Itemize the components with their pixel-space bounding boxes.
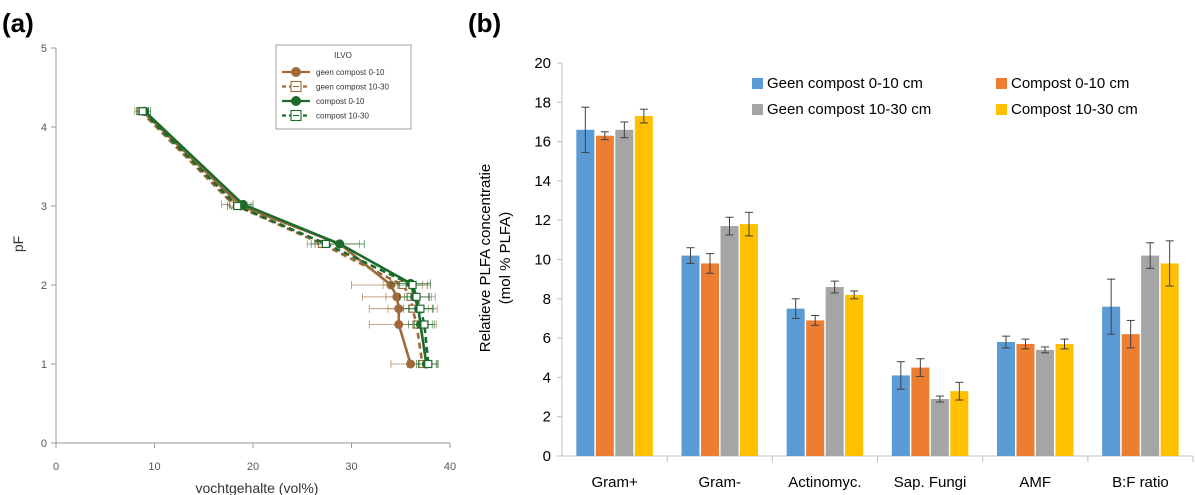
chart-b-bar [845, 294, 864, 456]
chart-b-bar [806, 320, 825, 456]
chart-a-point [321, 239, 330, 249]
chart-b-bar [786, 308, 805, 456]
chart-b-bars [576, 106, 1179, 457]
chart-a-legend-label: geen compost 10-30 [316, 83, 389, 92]
chart-b-y-tick-label: 10 [534, 252, 551, 269]
chart-b-ylabel: Relatieve PLFA concentratie (mol % PLFA) [477, 164, 514, 352]
chart-b-bar [997, 342, 1015, 456]
chart-a-series-2 [138, 106, 437, 369]
chart-a-series [134, 106, 439, 369]
chart-b-bar [825, 287, 844, 456]
chart-b-legend-label: Compost 0-10 cm [1011, 75, 1129, 92]
chart-a-point [424, 359, 433, 369]
chart-b-legend-swatch [996, 104, 1007, 115]
chart-b-y-tick-label: 20 [534, 55, 551, 72]
chart-b-legend: Geen compost 0-10 cm Compost 0-10 cm Geen … [752, 75, 1138, 118]
chart-b-legend-swatch [752, 78, 763, 89]
chart-b-bar [1036, 349, 1054, 456]
chart-b-bar [1055, 343, 1074, 456]
chart-a-x-tick-label: 0 [53, 461, 59, 473]
chart-b-legend-label: Compost 10-30 cm [1011, 101, 1138, 118]
chart-b-legend-label: Geen compost 10-30 cm [767, 101, 931, 118]
chart-b-y-tick-label: 14 [534, 173, 551, 190]
chart-a-y-tick-label: 1 [41, 359, 47, 371]
chart-b-bar [950, 391, 969, 456]
chart-a-point [233, 201, 242, 211]
chart-b-y-tick-label: 6 [543, 330, 551, 347]
chart-a-x-tick-label: 20 [247, 461, 259, 473]
chart-a-legend-marker [291, 67, 301, 77]
chart-b-bar [911, 367, 930, 456]
chart-a-axes: 0 1 2 3 4 5 0 10 20 30 40 [41, 43, 456, 473]
chart-b-bar [1102, 306, 1121, 456]
chart-b-bar [740, 224, 758, 456]
chart-b-y-tick-label: 0 [543, 448, 551, 465]
chart-a-legend-label: geen compost 0-10 [316, 68, 385, 77]
chart-a-y-tick-label: 2 [41, 280, 47, 292]
chart-b-category-label: AMF [1019, 474, 1051, 491]
chart-b-category-label: Actinomyc. [788, 474, 861, 491]
chart-b-bar [1160, 263, 1179, 456]
chart-b: 0 2 4 6 8 10 12 14 16 18 20 Gram+ Gram- Actinomyc. Sap… [477, 55, 1194, 491]
chart-b-legend-swatch [996, 78, 1007, 89]
chart-b-bar [615, 129, 634, 456]
chart-a-point [412, 292, 421, 301]
chart-b-category-label: Gram+ [591, 474, 638, 491]
chart-a-y-tick-label: 5 [41, 43, 47, 55]
chart-b-ylabel-line2: (mol % PLFA) [497, 212, 514, 305]
chart-a-legend: ILVO geen compost 0-10 geen compost 10-30… [275, 44, 412, 130]
chart-b-category-label: B:F ratio [1112, 474, 1169, 491]
chart-a-point [138, 107, 147, 116]
chart-b-legend-swatch [752, 104, 763, 115]
chart-a-legend-title: ILVO [334, 51, 352, 60]
chart-b-category-label: Sap. Fungi [894, 474, 967, 491]
chart-b-bar [930, 399, 949, 456]
chart-b-bar [595, 135, 614, 456]
chart-b-bar [701, 263, 719, 456]
chart-a-series-3 [136, 107, 439, 369]
chart-a-ylabel: pF [10, 236, 26, 252]
chart-a-legend-label: compost 10-30 [316, 112, 369, 121]
chart-a-legend-marker [291, 96, 301, 106]
chart-b-bar [576, 129, 595, 456]
chart-b-y-tick-label: 16 [534, 134, 551, 151]
chart-b-ylabel-line1: Relatieve PLFA concentratie [477, 164, 494, 352]
chart-a-x-tick-label: 40 [444, 461, 456, 473]
chart-b-bar [1121, 334, 1140, 456]
chart-b-bar [681, 255, 700, 456]
panel-b-label: (b) [468, 8, 501, 38]
chart-a-xlabel: vochtgehalte (vol%) [196, 480, 319, 495]
chart-a-y-tick-label: 3 [41, 201, 47, 213]
chart-a-legend-label: compost 0-10 [316, 97, 365, 106]
chart-a-x-tick-label: 10 [148, 461, 160, 473]
chart-b-bar [634, 116, 653, 457]
chart-a-y-tick-label: 0 [41, 438, 47, 450]
chart-a-point [416, 304, 425, 313]
chart-b-bar [1016, 343, 1035, 456]
chart-a-point [408, 280, 417, 290]
panel-a-label: (a) [2, 8, 34, 38]
chart-b-legend-label: Geen compost 0-10 cm [767, 75, 923, 92]
chart-a-series-line [143, 110, 428, 365]
chart-a-y-tick-label: 4 [41, 122, 47, 134]
chart-b-y-tick-label: 12 [534, 212, 551, 229]
chart-b-bar [1141, 255, 1160, 456]
chart-a: 0 1 2 3 4 5 0 10 20 30 40 ILVO geen compost 0-10 ge… [10, 43, 456, 495]
chart-b-bar [891, 375, 910, 456]
chart-b-y-tick-label: 8 [543, 291, 551, 308]
chart-a-x-tick-label: 30 [345, 461, 357, 473]
chart-b-bar [720, 226, 739, 456]
chart-a-point [420, 320, 429, 329]
chart-b-y-tick-label: 18 [534, 94, 551, 111]
chart-b-category-label: Gram- [699, 474, 742, 491]
chart-b-axes: 0 2 4 6 8 10 12 14 16 18 20 Gram+ Gram- Actinomyc. Sap… [534, 55, 1194, 491]
chart-b-y-tick-label: 2 [543, 409, 551, 426]
chart-b-y-tick-label: 4 [543, 369, 551, 386]
